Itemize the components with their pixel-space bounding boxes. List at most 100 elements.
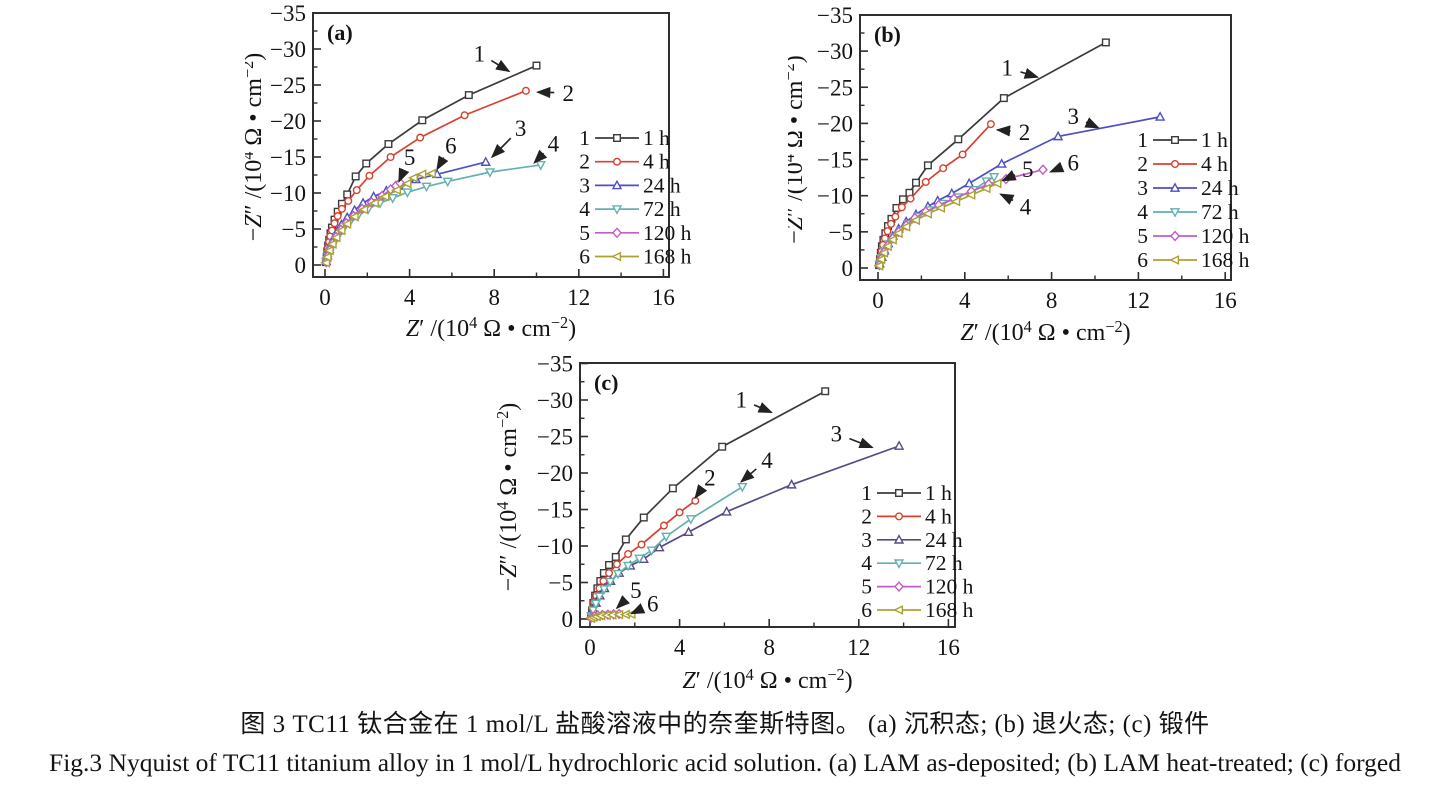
x-tick-label: 12 [847, 635, 870, 660]
curve-label-2: 2 [694, 465, 716, 500]
curve-label-1: 1 [474, 41, 511, 73]
svg-text:1 h: 1 h [643, 126, 670, 150]
nyquist-chart-b: 0 4 8 12 160−5−10−15−20−25−30−35Z′ /(104 Ω •… [788, 3, 1250, 346]
marker-triangle-left [341, 219, 352, 229]
marker-triangle-down [737, 482, 748, 493]
curve-label-6: 6 [1049, 150, 1079, 175]
legend-item-4h: 2 4 h [1137, 152, 1228, 176]
x-tick-label: 4 [404, 285, 416, 310]
legend-item-1h: 1 1 h [1137, 128, 1228, 152]
legend-item-4h: 2 4 h [861, 504, 952, 528]
svg-text:120 h: 120 h [1201, 224, 1250, 248]
marker-diamond [894, 581, 904, 593]
series-72h [586, 482, 748, 622]
marker-triangle-down [421, 182, 432, 193]
legend-item-168h: 6 168 h [579, 245, 691, 269]
marker-square [1171, 135, 1180, 144]
marker-circle [386, 152, 395, 161]
curve-label-3: 3 [490, 116, 526, 159]
y-tick-label: −25 [537, 425, 573, 450]
marker-square [613, 133, 622, 142]
svg-text:4 h: 4 h [925, 504, 952, 528]
marker-circle [659, 521, 668, 530]
legend-item-4h: 2 4 h [579, 150, 670, 174]
marker-circle [460, 111, 469, 120]
legend-item-168h: 6 168 h [1137, 248, 1249, 272]
y-tick-label: −20 [270, 109, 306, 134]
marker-triangle-down [598, 585, 610, 595]
curve-label-2: 2 [535, 81, 574, 106]
marker-circle [906, 194, 915, 203]
y-tick-label: 0 [295, 253, 307, 278]
x-axis: 0 4 8 12 16 [872, 272, 1237, 313]
marker-circle [521, 86, 530, 95]
svg-text:72 h: 72 h [643, 197, 681, 221]
svg-text:5: 5 [630, 578, 642, 603]
svg-text:4: 4 [579, 197, 590, 221]
y-axis-label: −Z″ /(104 Ω • cm−2) [245, 53, 267, 242]
svg-text:24 h: 24 h [925, 528, 963, 552]
marker-square [362, 159, 371, 168]
marker-circle [883, 227, 892, 236]
marker-square [821, 387, 830, 396]
plot-box [312, 12, 670, 278]
curve-label-3: 3 [1068, 104, 1100, 129]
marker-square [611, 552, 620, 561]
marker-triangle-left [358, 204, 369, 215]
svg-text:6: 6 [861, 598, 872, 622]
caption-english: Fig.3 Nyquist of TC11 titanium alloy in … [49, 748, 1401, 777]
curve-label-1: 1 [1001, 56, 1040, 81]
curve-label-4: 4 [533, 131, 560, 164]
svg-text:5: 5 [579, 221, 590, 245]
marker-triangle-left [611, 251, 622, 262]
marker-triangle-down [484, 168, 496, 178]
marker-triangle-left [875, 254, 886, 265]
svg-text:1 h: 1 h [1201, 128, 1228, 152]
marker-circle [691, 496, 700, 505]
marker-triangle-left [407, 172, 418, 183]
marker-square [898, 195, 907, 204]
x-tick-label: 8 [763, 635, 775, 660]
series-24h [321, 156, 491, 266]
svg-text:3: 3 [861, 528, 872, 552]
marker-circle [624, 550, 633, 559]
svg-text:4: 4 [861, 551, 872, 575]
svg-text:168 h: 168 h [1201, 248, 1250, 272]
curve-label-4: 4 [999, 193, 1032, 220]
marker-triangle-down [587, 606, 599, 616]
y-tick-label: −10 [270, 181, 306, 206]
marker-triangle-left [921, 208, 933, 219]
svg-text:5: 5 [861, 575, 872, 599]
marker-triangle-up [611, 179, 623, 190]
y-axis: 0 −5 −10 −15 −20 −25 −30 −35 [537, 353, 588, 632]
marker-triangle-up [1154, 111, 1166, 121]
y-tick-label: −5 [829, 220, 853, 245]
svg-text:2: 2 [861, 504, 872, 528]
marker-triangle-up [654, 541, 665, 552]
marker-square [895, 488, 904, 497]
svg-text:5: 5 [1022, 157, 1034, 182]
marker-triangle-down [685, 515, 696, 525]
marker-triangle-down [611, 205, 623, 215]
marker-triangle-left [878, 247, 889, 258]
legend-item-120h: 5 120 h [861, 575, 973, 599]
curve-label-1: 1 [735, 387, 773, 414]
y-tick-label: 0 [562, 607, 574, 632]
curve-label-5: 5 [398, 145, 415, 183]
curve-label-4: 4 [739, 448, 773, 483]
marker-triangle-down [594, 592, 605, 603]
svg-text:3: 3 [1137, 176, 1148, 200]
marker-triangle-down [646, 546, 657, 557]
svg-text:24 h: 24 h [1201, 176, 1239, 200]
x-tick-label: 16 [1214, 288, 1237, 313]
nyquist-chart-c: 0 4 8 12 160−5−10−15−20−25−30−35Z′ /(104 Ω •… [493, 353, 973, 694]
svg-text:3: 3 [831, 422, 843, 447]
marker-circle [612, 560, 621, 569]
marker-triangle-left [323, 245, 334, 256]
y-tick-label: −15 [537, 498, 573, 523]
marker-triangle-down [590, 599, 601, 610]
x-axis-label: Z′ /(104 Ω • cm−2) [406, 313, 576, 342]
marker-circle [887, 219, 896, 228]
